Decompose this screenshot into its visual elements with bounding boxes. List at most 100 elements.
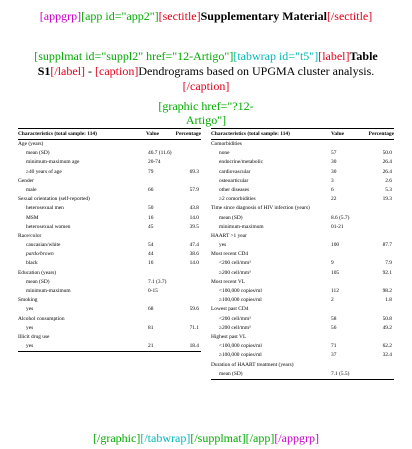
section-title: Supplementary Material (200, 9, 327, 23)
row-label: minimum-maximum age (26, 159, 80, 166)
table-row: yes 100 87.7 (211, 241, 394, 250)
row-label: Smoking (18, 297, 38, 304)
row-label: mean (SD) (219, 370, 243, 377)
row-value: 21 (148, 343, 154, 350)
table-row: minimum-maximum 01-21 (211, 223, 394, 232)
table-row: Sexual orientation (self-reported) (18, 195, 201, 204)
table-row: other diseases 6 5.3 (211, 186, 394, 195)
row-value: 2 (331, 297, 334, 304)
row-label: pardo/brown (26, 251, 54, 258)
row-percentage: 87.7 (382, 242, 392, 249)
label-dash: - (85, 64, 96, 78)
row-label: black (26, 260, 38, 267)
row-label: <100,000 copies/ml (219, 288, 262, 294)
table-row: ≥40 years of age 79 69.3 (18, 168, 201, 177)
row-percentage: 7.9 (385, 260, 392, 267)
row-percentage: 14.0 (189, 260, 199, 267)
row-percentage: 50.8 (382, 315, 392, 322)
table-row: mean (SD) 7.1 (3.7) (18, 278, 201, 287)
row-label: Duration of HAART treatment (years) (211, 361, 294, 368)
table-row: endocrine/metabolic 30 26.4 (211, 158, 394, 167)
graphic-open-line: [graphic href="?12-Artigo"] (0, 99, 412, 127)
row-value: 20-74 (148, 159, 161, 166)
row-label: endocrine/metabolic (219, 159, 264, 166)
supplementary-table-image: Characteristics (total sample: 114) Valu… (18, 128, 394, 428)
row-value: 68 (148, 306, 154, 313)
row-percentage: 49.2 (382, 324, 392, 331)
app-open-tag: [app id="app2"] (81, 9, 159, 23)
header-characteristics: Characteristics (total sample: 114) (18, 131, 97, 137)
table-row: Duration of HAART treatment (years) (211, 361, 394, 370)
row-percentage: 18.4 (189, 343, 199, 350)
header-percentage: Percentage (175, 131, 201, 137)
row-label: other diseases (219, 186, 250, 193)
table-row: minimum-maximum 0-15 (18, 287, 201, 296)
table-row: <100,000 copies/ml 112 98.2 (211, 287, 394, 296)
table-row: Most recent CD4 (211, 250, 394, 259)
table-left-body: Age (years) mean (SD) 46.7 (11.6) minimum-m… (18, 140, 201, 353)
row-value: 79 (148, 168, 154, 175)
row-value: 9 (331, 260, 334, 267)
table-row: yes 68 59.6 (18, 305, 201, 314)
table-row: minimum-maximum age 20-74 (18, 158, 201, 167)
row-percentage: 39.5 (189, 223, 199, 230)
label-open-tag: [label] (318, 49, 350, 63)
row-value: 50 (148, 205, 154, 212)
row-percentage: 14.0 (189, 214, 199, 221)
row-label: heterosexual men (26, 205, 64, 212)
header-value: Value (331, 131, 344, 137)
table-row: caucasian/white 54 47.4 (18, 241, 201, 250)
row-label: none (219, 150, 230, 157)
row-label: ≥200 cell/mm³ (219, 269, 251, 276)
row-percentage: 1.8 (385, 297, 392, 304)
row-percentage: 69.3 (189, 168, 199, 175)
row-percentage: 19.3 (382, 196, 392, 203)
table-row: Smoking (18, 296, 201, 305)
row-label: Highest past VL (211, 333, 247, 340)
caption-close-tag: [/caption] (182, 79, 230, 93)
table-row: HAART >1 year (211, 232, 394, 241)
row-value: 37 (331, 352, 337, 359)
appgrp-close-tag: [/appgrp] (274, 431, 319, 445)
sectitle-open-tag: [sectitle] (158, 9, 201, 23)
graphic-close-tag: [/graphic] (93, 431, 141, 445)
row-value: 0-15 (148, 288, 158, 294)
row-value: 112 (331, 288, 339, 294)
table-row: ≥100,000 copies/ml 2 1.8 (211, 296, 394, 305)
row-label: ≥40 years of age (26, 168, 62, 175)
table-caption: Dendrograms based on UPGMA cluster analy… (138, 64, 375, 78)
tabwrap-open-tag: [tabwrap id="t5"] (233, 49, 319, 63)
table-row: ≥200 cell/mm³ 105 92.1 (211, 269, 394, 278)
table-row: heterosexual women 45 39.5 (18, 223, 201, 232)
row-value: 7.1 (3.7) (148, 278, 167, 285)
row-label: ≥200 cell/mm³ (219, 324, 251, 331)
row-value: 3 (331, 177, 334, 184)
row-label: Most recent VL (211, 278, 246, 285)
row-label: yes (219, 242, 227, 249)
row-label: Sexual orientation (self-reported) (18, 196, 90, 203)
row-label: heterosexual women (26, 223, 71, 230)
table-left-column: Characteristics (total sample: 114) Valu… (18, 128, 201, 353)
row-value: 57 (331, 150, 337, 157)
row-label: Lowest past CD4 (211, 306, 249, 313)
table-row: yes 21 18.4 (18, 342, 201, 353)
row-label: minimum-maximum (26, 288, 71, 294)
row-label: Time since diagnosis of HIV infection (y… (211, 205, 310, 212)
row-percentage: 57.9 (189, 186, 199, 193)
row-label: mean (SD) (219, 214, 243, 221)
row-label: Illicit drug use (18, 333, 50, 340)
row-value: 81 (148, 324, 154, 331)
graphic-open-tag: [graphic href="?12-Artigo"] (158, 99, 254, 127)
row-label: MSM (26, 214, 39, 221)
table-row: male 66 57.9 (18, 186, 201, 195)
row-value: 16 (148, 260, 154, 267)
row-label: ≥100,000 copies/ml (219, 297, 262, 304)
row-label: HAART >1 year (211, 232, 247, 239)
section-title-line: [appgrp][app id="app2"][sectitle]Supplem… (0, 9, 412, 24)
row-label: ≥2 comorbidities (219, 196, 256, 203)
table-label: Table S1 (37, 49, 378, 78)
row-label: yes (26, 343, 34, 350)
row-percentage: 5.3 (385, 186, 392, 193)
row-value: 22 (331, 196, 337, 203)
sectitle-close-tag: [/sectitle] (326, 9, 373, 23)
